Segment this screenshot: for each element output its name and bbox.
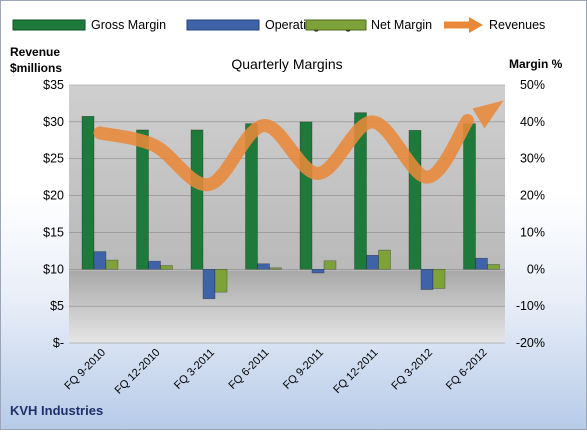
bar-gross-margin — [81, 116, 95, 270]
bar-net-margin — [487, 264, 500, 270]
left-tick-label: $15 — [43, 225, 64, 239]
legend-label-gross-margin: Gross Margin — [91, 18, 166, 32]
left-tick-label: $25 — [43, 152, 64, 166]
right-axis-title: Margin % — [509, 57, 563, 71]
x-tick-label: FQ 6-2012 — [444, 347, 490, 393]
left-tick-label: $5 — [50, 299, 64, 313]
right-tick-label: 20% — [520, 189, 545, 203]
x-tick-label: FQ 12-2011 — [331, 347, 380, 396]
legend-swatch-net-margin — [305, 19, 367, 31]
bar-operating-margin — [257, 263, 270, 270]
bar-net-margin — [378, 249, 391, 270]
left-axis-title-line1: Revenue — [10, 45, 60, 59]
x-tick-label: FQ 3-2011 — [172, 347, 217, 392]
legend: Gross Margin Operating Margin Net Margin… — [12, 17, 545, 33]
x-axis-ticks: FQ 9-2010 FQ 12-2010 FQ 3-2011 FQ 6-2011 FQ … — [62, 347, 489, 397]
left-tick-label: $30 — [43, 115, 64, 129]
revenues-line — [93, 113, 474, 192]
bar-gross-margin — [354, 112, 367, 270]
bar-operating-margin — [475, 257, 488, 270]
bar-operating-margin — [366, 254, 379, 270]
bar-net-margin — [269, 267, 282, 270]
bar-net-margin — [323, 260, 337, 270]
bar-operating-margin — [93, 251, 107, 270]
bar-operating-margin — [420, 268, 434, 290]
bar-net-margin — [214, 268, 228, 293]
bar-gross-margin — [408, 130, 422, 270]
plot-area — [69, 85, 505, 343]
bar-operating-margin — [202, 268, 216, 300]
right-axis-ticks: 50% 40% 30% 20% 10% 0% -10% -20% — [516, 78, 545, 350]
bar-operating-margin — [311, 268, 325, 274]
left-tick-label: $- — [53, 336, 64, 350]
left-axis-title-line2: $millions — [10, 61, 62, 75]
legend-swatch-revenues — [444, 17, 483, 33]
right-tick-label: 30% — [520, 152, 545, 166]
legend-label-net-margin: Net Margin — [371, 18, 432, 32]
bar-gross-margin — [245, 123, 258, 270]
x-tick-label: FQ 6-2011 — [227, 347, 272, 392]
bar-gross-margin — [299, 121, 313, 270]
bar-gross-margin — [136, 129, 149, 270]
legend-swatch-gross-margin — [12, 19, 86, 31]
bar-net-margin — [105, 259, 119, 270]
legend-swatch-operating-margin — [186, 19, 260, 31]
bar-net-margin — [432, 268, 446, 289]
x-tick-label: FQ 12-2010 — [113, 347, 163, 397]
right-tick-label: 40% — [520, 115, 545, 129]
x-tick-label: FQ 9-2011 — [281, 347, 326, 392]
left-tick-label: $20 — [43, 189, 64, 203]
x-tick-label: FQ 3-2012 — [389, 347, 435, 393]
right-tick-label: 10% — [520, 225, 545, 239]
right-tick-label: -10% — [516, 299, 545, 313]
revenues-arrow-head — [472, 100, 504, 129]
bar-net-margin — [160, 265, 173, 270]
right-tick-label: -20% — [516, 336, 545, 350]
left-axis-ticks: $35 $30 $25 $20 $15 $10 $5 $- — [43, 78, 64, 350]
right-tick-label: 0% — [527, 262, 545, 276]
bar-operating-margin — [148, 260, 161, 270]
footer-company-name: KVH Industries — [10, 403, 103, 418]
right-tick-label: 50% — [520, 78, 545, 92]
x-tick-label: FQ 9-2010 — [62, 347, 108, 393]
left-tick-label: $35 — [43, 78, 64, 92]
bar-gross-margin — [463, 123, 476, 270]
legend-label-revenues: Revenues — [489, 18, 545, 32]
chart-title: Quarterly Margins — [231, 56, 342, 72]
left-tick-label: $10 — [43, 262, 64, 276]
bar-gross-margin — [190, 129, 204, 270]
